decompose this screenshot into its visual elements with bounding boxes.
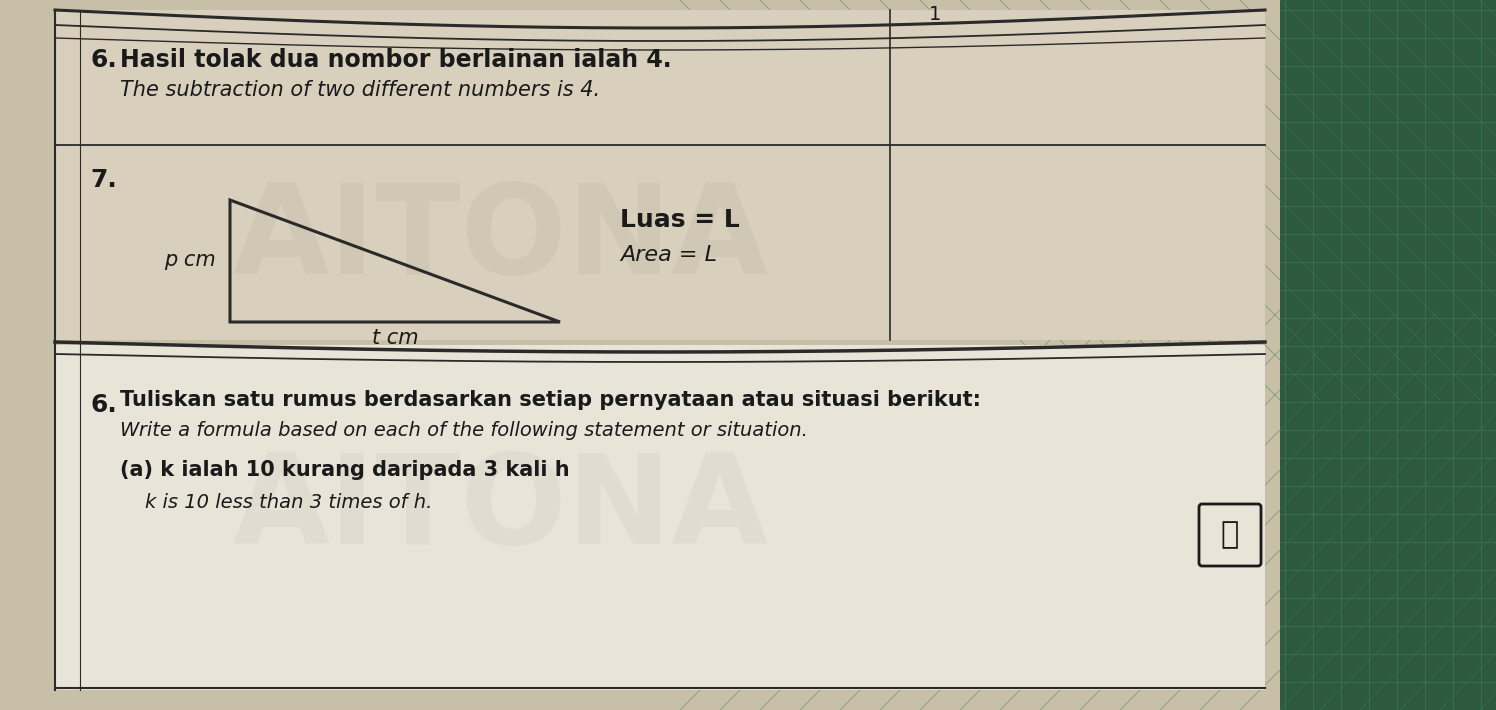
Text: t cm: t cm [371,328,419,348]
Text: 1: 1 [929,6,941,25]
Text: Luas = L: Luas = L [619,208,739,232]
Text: 6.: 6. [90,48,117,72]
Text: Write a formula based on each of the following statement or situation.: Write a formula based on each of the fol… [120,420,808,439]
Text: p cm: p cm [165,250,215,270]
Text: k is 10 less than 3 times of h.: k is 10 less than 3 times of h. [145,493,432,511]
Text: (a) k ialah 10 kurang daripada 3 kali h: (a) k ialah 10 kurang daripada 3 kali h [120,460,570,480]
Bar [55,10,1266,340]
Text: Tuliskan satu rumus berdasarkan setiap pernyataan atau situasi berikut:: Tuliskan satu rumus berdasarkan setiap p… [120,390,981,410]
Text: AITONA: AITONA [232,449,767,571]
Text: 老: 老 [1221,520,1239,550]
Text: 7.: 7. [90,168,117,192]
Text: Area = L: Area = L [619,245,717,265]
Bar [55,345,1266,690]
Text: AITONA: AITONA [232,180,767,300]
Bar [1281,0,1496,710]
Text: 6.: 6. [90,393,117,417]
Text: The subtraction of two different numbers is 4.: The subtraction of two different numbers… [120,80,600,100]
Text: Hasil tolak dua nombor berlainan ialah 4.: Hasil tolak dua nombor berlainan ialah 4… [120,48,672,72]
